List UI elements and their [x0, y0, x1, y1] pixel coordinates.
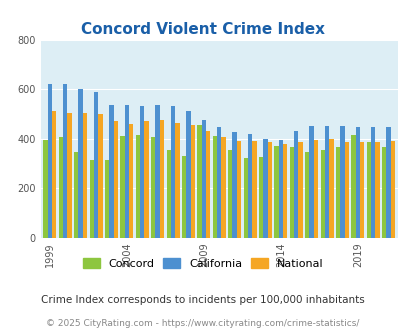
Bar: [370, 127, 375, 238]
Bar: [320, 150, 324, 238]
Bar: [90, 160, 94, 238]
Bar: [344, 142, 348, 238]
Bar: [212, 136, 217, 238]
Bar: [175, 122, 179, 238]
Bar: [120, 136, 124, 238]
Bar: [289, 147, 293, 238]
Bar: [197, 125, 201, 238]
Bar: [52, 112, 56, 238]
Bar: [98, 114, 102, 238]
Bar: [109, 105, 113, 238]
Bar: [190, 125, 194, 238]
Bar: [160, 120, 164, 238]
Bar: [324, 126, 328, 238]
Bar: [135, 135, 140, 238]
Bar: [243, 158, 247, 238]
Bar: [305, 152, 309, 238]
Bar: [74, 152, 78, 238]
Bar: [298, 142, 302, 238]
Bar: [375, 142, 379, 238]
Bar: [78, 89, 83, 238]
Bar: [43, 140, 47, 238]
Bar: [386, 127, 390, 238]
Bar: [151, 137, 155, 238]
Bar: [59, 137, 63, 238]
Bar: [258, 157, 262, 238]
Bar: [113, 121, 117, 238]
Bar: [293, 131, 298, 238]
Bar: [355, 127, 359, 238]
Bar: [313, 140, 318, 238]
Bar: [390, 141, 394, 238]
Text: Concord Violent Crime Index: Concord Violent Crime Index: [81, 22, 324, 37]
Bar: [339, 126, 344, 238]
Bar: [155, 105, 160, 238]
Bar: [232, 132, 236, 238]
Bar: [350, 135, 355, 238]
Bar: [47, 84, 52, 238]
Bar: [252, 141, 256, 238]
Bar: [205, 131, 210, 238]
Bar: [335, 147, 339, 238]
Bar: [129, 124, 133, 238]
Bar: [124, 105, 129, 238]
Bar: [221, 137, 225, 238]
Bar: [63, 84, 67, 238]
Bar: [267, 142, 271, 238]
Bar: [381, 147, 386, 238]
Bar: [247, 134, 252, 238]
Bar: [94, 92, 98, 238]
Legend: Concord, California, National: Concord, California, National: [78, 254, 327, 273]
Bar: [359, 142, 363, 238]
Bar: [328, 139, 333, 238]
Bar: [228, 150, 232, 238]
Bar: [181, 156, 186, 238]
Text: Crime Index corresponds to incidents per 100,000 inhabitants: Crime Index corresponds to incidents per…: [41, 295, 364, 305]
Bar: [140, 106, 144, 238]
Bar: [278, 140, 282, 238]
Bar: [274, 146, 278, 238]
Bar: [83, 113, 87, 238]
Text: © 2025 CityRating.com - https://www.cityrating.com/crime-statistics/: © 2025 CityRating.com - https://www.city…: [46, 319, 359, 328]
Bar: [201, 120, 205, 238]
Bar: [144, 121, 148, 238]
Bar: [186, 112, 190, 238]
Bar: [67, 113, 72, 238]
Bar: [166, 150, 171, 238]
Bar: [282, 144, 287, 238]
Bar: [309, 126, 313, 238]
Bar: [105, 160, 109, 238]
Bar: [262, 139, 267, 238]
Bar: [236, 141, 241, 238]
Bar: [171, 106, 175, 238]
Bar: [217, 127, 221, 238]
Bar: [366, 142, 370, 238]
